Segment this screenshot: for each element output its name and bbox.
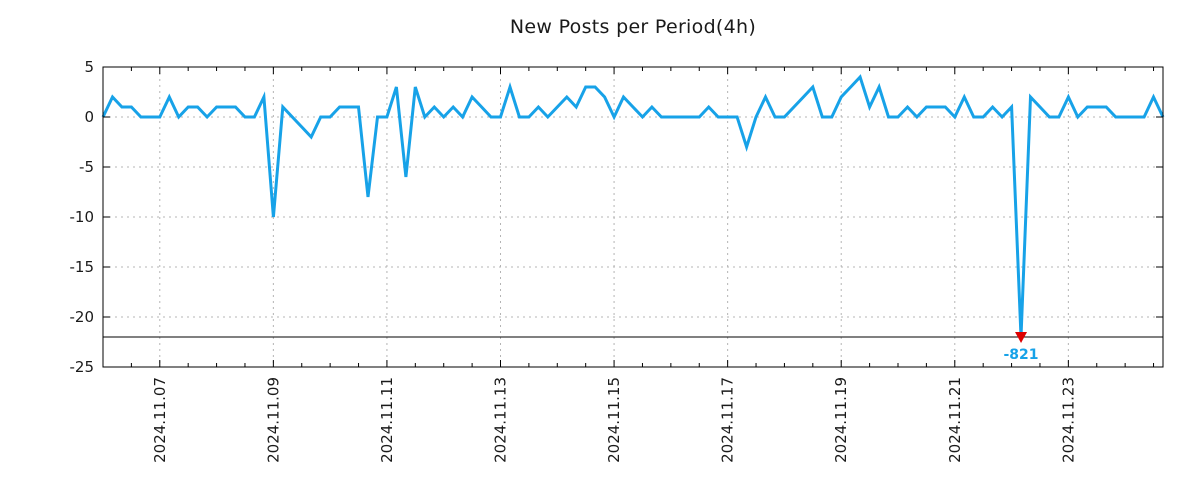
y-tick-label: -5 <box>79 158 94 176</box>
x-tick-label: 2024.11.21 <box>946 377 964 463</box>
y-tick-label: -15 <box>70 258 95 276</box>
min-marker-red-triangle-down-icon <box>1015 332 1028 343</box>
x-tick-label: 2024.11.11 <box>378 377 396 463</box>
chart-title: New Posts per Period(4h) <box>509 16 757 38</box>
x-tick-label: 2024.11.09 <box>264 377 282 463</box>
x-tick-label: 2024.11.19 <box>832 377 850 463</box>
x-tick-label: 2024.11.15 <box>605 377 623 463</box>
y-tick-label: -10 <box>70 208 95 226</box>
x-tick-label: 2024.11.17 <box>719 377 737 463</box>
x-tick-label: 2024.11.13 <box>492 377 510 463</box>
y-tick-label: 0 <box>84 108 94 126</box>
series-line <box>101 74 1165 338</box>
y-tick-label: -20 <box>70 308 95 326</box>
grid-lines <box>103 67 1163 367</box>
x-tick-label: 2024.11.07 <box>151 377 169 463</box>
y-tick-label: 5 <box>84 58 94 76</box>
x-tick-label: 2024.11.23 <box>1059 377 1077 463</box>
y-tick-label: -25 <box>70 358 95 376</box>
min-value-label: -821 <box>1004 347 1039 363</box>
axis-ticks <box>103 66 1163 368</box>
